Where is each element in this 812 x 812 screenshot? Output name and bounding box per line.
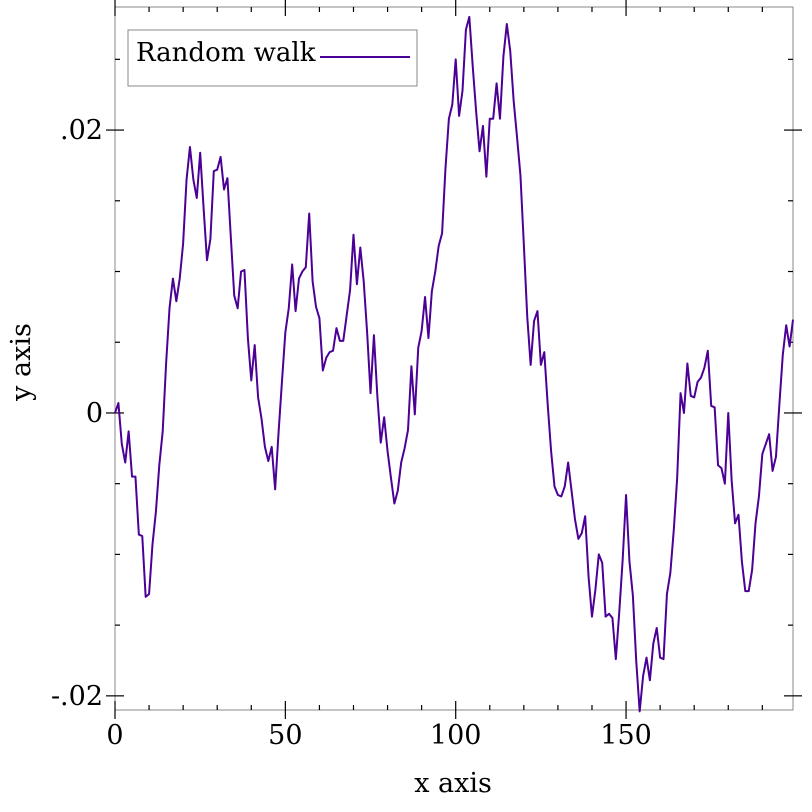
y-tick-label: 0	[86, 398, 103, 429]
tick-labels: 0 50 100 150-.020.02	[51, 115, 652, 751]
series-line-random-walk	[114, 15, 794, 713]
plot-area-border	[114, 6, 794, 711]
axis-ticks	[106, 0, 802, 719]
y-axis-title: y axis	[6, 323, 37, 402]
legend-label: Random walk	[136, 38, 316, 68]
series-layer	[114, 15, 794, 713]
x-axis-title: x axis	[414, 768, 492, 799]
plot-frame	[114, 6, 794, 711]
x-tick-label: 50	[268, 720, 302, 751]
y-tick-label: -.02	[51, 681, 103, 712]
x-tick-label: 0	[106, 720, 123, 751]
y-tick-label: .02	[60, 115, 103, 146]
legend: Random walk	[127, 29, 418, 87]
x-tick-label: 100	[430, 720, 482, 751]
x-tick-label: 150	[600, 720, 652, 751]
